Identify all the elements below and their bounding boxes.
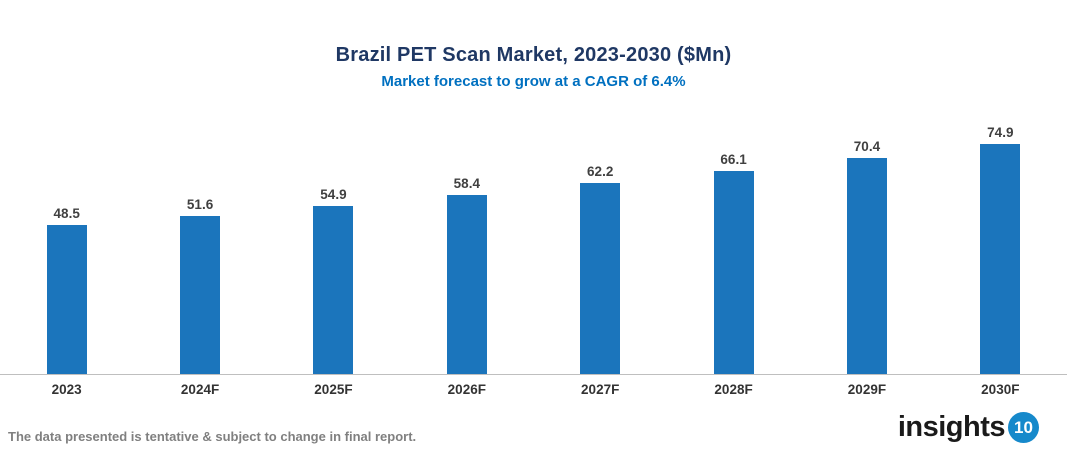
x-axis-tick-label: 2025F bbox=[314, 382, 353, 397]
bar-value-label: 66.1 bbox=[720, 152, 747, 167]
chart-subtitle: Market forecast to grow at a CAGR of 6.4… bbox=[381, 73, 686, 90]
bar-chart: 48.5 51.6 54.9 58.4 62.2 66.1 70.4 74.9 2023 202… bbox=[0, 99, 1067, 397]
bar-value-label: 62.2 bbox=[587, 164, 614, 179]
bar-column: 74.9 bbox=[934, 99, 1067, 374]
x-axis-tick-label: 2027F bbox=[581, 382, 620, 397]
bar-column: 70.4 bbox=[800, 99, 933, 374]
logo-wordmark: insights bbox=[897, 411, 1006, 443]
bar-column: 66.1 bbox=[667, 99, 800, 374]
bar-value-label: 58.4 bbox=[453, 176, 480, 191]
bar bbox=[180, 216, 221, 374]
plot-area: 48.5 51.6 54.9 58.4 62.2 66.1 70.4 74.9 bbox=[0, 99, 1067, 375]
bar-value-label: 74.9 bbox=[987, 125, 1014, 140]
bar bbox=[846, 158, 887, 374]
bar-column: 58.4 bbox=[400, 99, 533, 374]
bar-value-label: 51.6 bbox=[186, 197, 214, 212]
bar-column: 48.5 bbox=[0, 99, 133, 374]
x-axis-tick-label: 2023 bbox=[51, 382, 82, 397]
x-axis-tick-label: 2026F bbox=[447, 382, 486, 397]
x-axis-tick-label: 2028F bbox=[714, 382, 753, 397]
bar-value-label: 70.4 bbox=[853, 139, 881, 154]
disclaimer-text: The data presented is tentative & subjec… bbox=[8, 429, 417, 444]
bar bbox=[446, 195, 487, 374]
x-axis-tick-label: 2024F bbox=[180, 382, 220, 397]
chart-title: Brazil PET Scan Market, 2023-2030 ($Mn) bbox=[335, 44, 732, 66]
bar bbox=[980, 144, 1021, 374]
bar-column: 62.2 bbox=[534, 99, 667, 374]
bar-column: 51.6 bbox=[133, 99, 266, 374]
x-axis-tick-label: 2029F bbox=[847, 382, 887, 397]
bar bbox=[313, 206, 354, 374]
logo-badge-circle: 10 bbox=[1008, 412, 1039, 443]
bar-value-label: 48.5 bbox=[53, 206, 80, 221]
bar-column: 54.9 bbox=[267, 99, 400, 374]
bar bbox=[580, 183, 621, 374]
bar bbox=[713, 171, 754, 374]
x-axis-labels: 2023 2024F 2025F 2026F 2027F 2028F 2029F 2030F bbox=[0, 375, 1067, 397]
bar-value-label: 54.9 bbox=[320, 187, 347, 202]
insights10-logo: insights 10 bbox=[898, 411, 1039, 444]
bar bbox=[46, 225, 87, 374]
x-axis-tick-label: 2030F bbox=[981, 382, 1020, 397]
